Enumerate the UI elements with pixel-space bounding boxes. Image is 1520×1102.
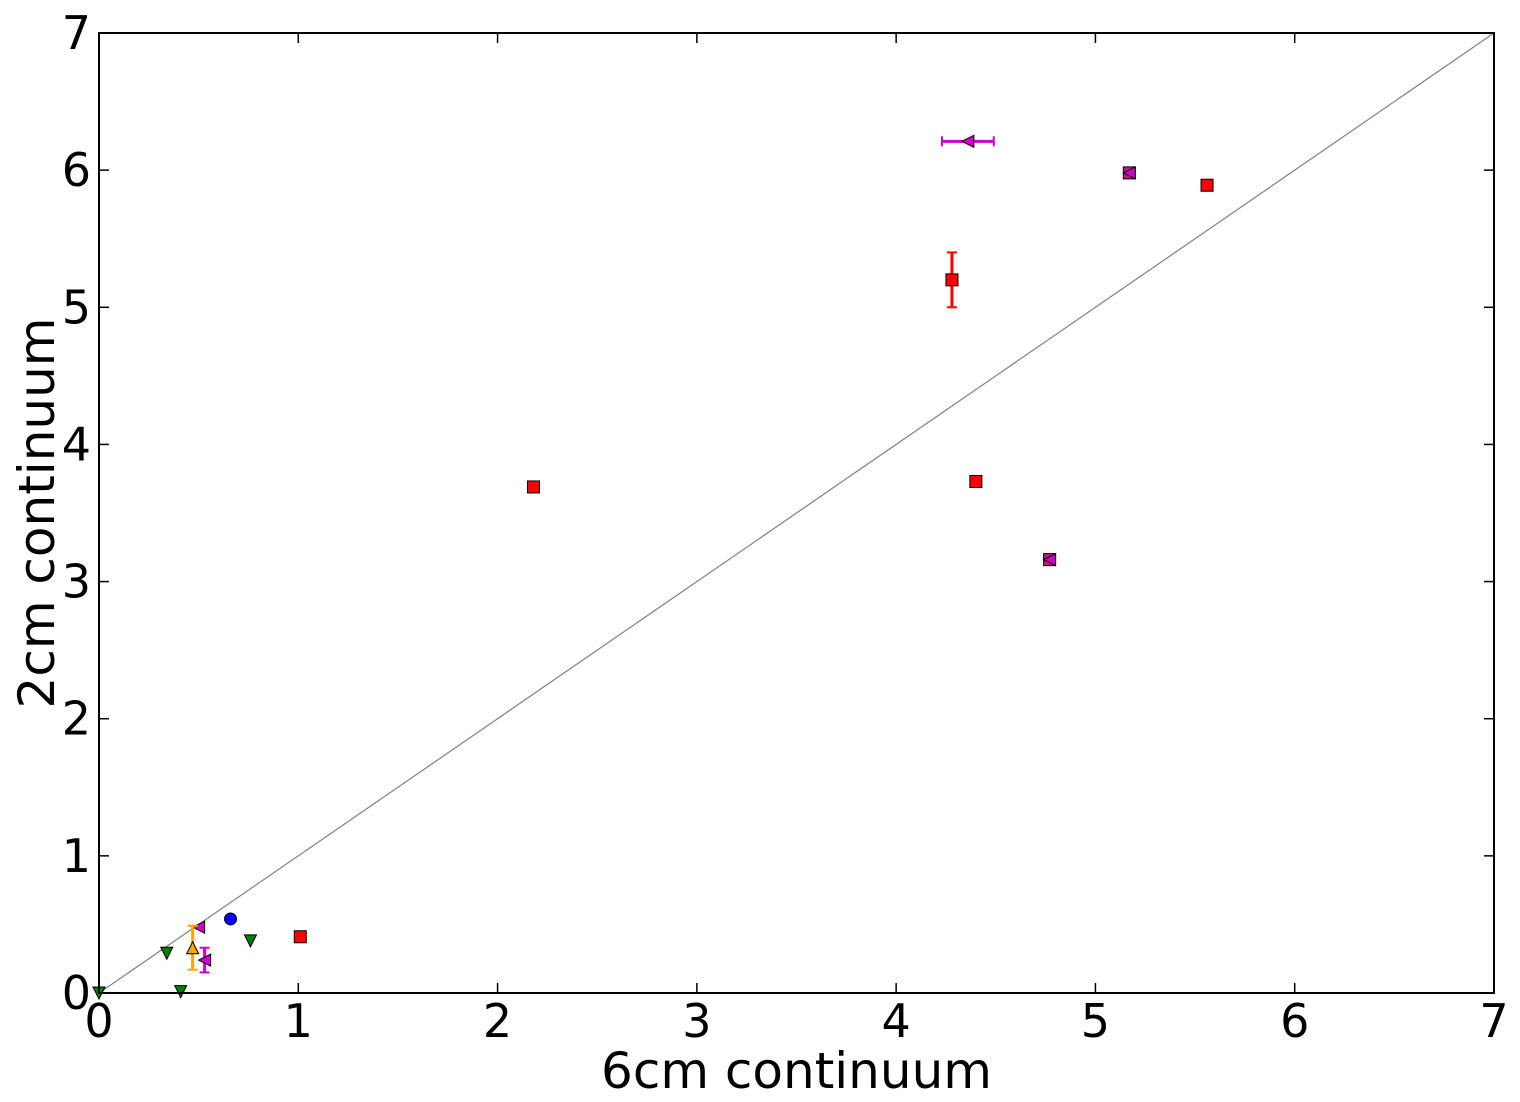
y-tick-label: 6	[62, 143, 91, 197]
triangle-down-marker	[159, 946, 174, 961]
square-marker	[969, 474, 983, 488]
y-tick-label: 7	[62, 6, 91, 60]
triangle-left-marker	[191, 920, 206, 934]
y-tick-label: 5	[62, 280, 91, 334]
square-marker	[945, 273, 959, 287]
square-marker	[1200, 178, 1214, 192]
reference-line	[98, 32, 1495, 994]
x-tick-label: 0	[84, 994, 113, 1048]
x-tick-label: 2	[483, 994, 512, 1048]
square-marker	[526, 480, 540, 494]
y-tick-label: 4	[62, 417, 91, 471]
triangle-down-marker	[173, 985, 188, 999]
y-axis-label: 2cm continuum	[8, 318, 66, 709]
x-tick-label: 6	[1280, 994, 1309, 1048]
plot-frame	[98, 32, 1495, 994]
x-tick-label: 3	[682, 994, 711, 1048]
triangle-left-marker	[1042, 552, 1057, 567]
x-tick-label: 7	[1479, 994, 1508, 1048]
triangle-up-marker	[185, 940, 200, 955]
y-tick-label: 0	[62, 966, 91, 1020]
y-tick-label: 1	[62, 829, 91, 883]
x-tick-label: 5	[1081, 994, 1110, 1048]
x-axis-label: 6cm continuum	[601, 1042, 992, 1100]
triangle-down-marker	[243, 934, 258, 949]
x-tick-label: 1	[284, 994, 313, 1048]
x-tick-label: 4	[882, 994, 911, 1048]
square-marker	[293, 930, 307, 944]
triangle-left-marker	[197, 953, 212, 967]
triangle-left-marker	[960, 134, 975, 149]
y-tick-label: 3	[62, 555, 91, 609]
plot-area	[92, 32, 1495, 1001]
y-tick-label: 2	[62, 692, 91, 746]
triangle-left-marker	[1122, 166, 1136, 180]
circle-marker	[224, 912, 238, 926]
axis-ticks: 0 1 2 3 4 5 6 7 0 1 2 3 4 5 6 7	[62, 6, 1509, 1048]
